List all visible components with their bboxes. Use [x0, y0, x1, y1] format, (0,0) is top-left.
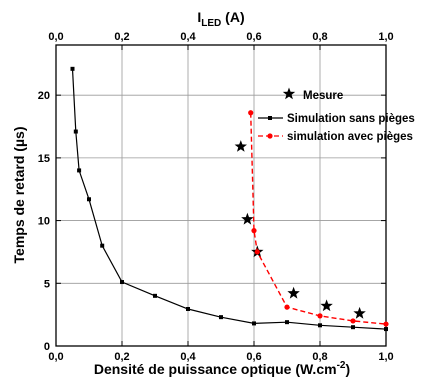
grid-lines — [56, 45, 386, 346]
sans-pieges-point — [120, 280, 124, 285]
top-tick-label: 0,4 — [180, 31, 196, 43]
sans-pieges-point — [70, 66, 75, 71]
avec-pieges-point — [248, 110, 254, 116]
mesure-star-point — [287, 286, 300, 299]
series-layer — [70, 66, 389, 332]
mesure-star-point — [320, 299, 333, 312]
y-tick-label: 10 — [38, 216, 50, 228]
y-tick-label: 5 — [44, 278, 50, 290]
legend-star-marker — [282, 87, 296, 100]
sans-pieges-point — [285, 320, 289, 325]
sans-pieges-point — [153, 293, 157, 298]
top-tick-label: 0,0 — [48, 31, 63, 43]
x-tick-label: 1,0 — [378, 351, 393, 363]
legend-marker-avec-pieges — [267, 133, 273, 139]
top-tick-label: 1,0 — [378, 31, 393, 43]
avec-pieges-point — [254, 249, 260, 255]
x-tick-label: 0,4 — [180, 351, 196, 363]
x-tick-label: 0,0 — [48, 351, 63, 363]
avec-pieges-point — [251, 228, 257, 234]
x-tick-label: 0,2 — [114, 351, 129, 363]
legend-marker-sans-pieges — [268, 116, 272, 120]
sans-pieges-point — [384, 327, 388, 332]
top-tick-label: 0,6 — [246, 31, 261, 43]
y-tick-label: 0 — [44, 341, 50, 353]
y-axis-label: Temps de retard (µs) — [11, 127, 27, 264]
y-tick-label: 20 — [38, 90, 50, 102]
series-line-avec-pieges — [250, 112, 387, 325]
avec-pieges-point — [317, 313, 323, 319]
axis-ticks: 0,0 0,2 0,4 0,6 0,8 1,0 0,0 0,2 0,4 0,6 0,8 1,0 0 5 10… — [38, 31, 394, 363]
sans-pieges-point — [77, 168, 82, 173]
sans-pieges-point — [219, 315, 223, 320]
top-axis-label: ILED (A) — [197, 9, 244, 29]
sans-pieges-point — [186, 307, 190, 312]
avec-pieges-point — [350, 318, 356, 324]
sans-pieges-point — [252, 321, 256, 326]
top-tick-label: 0,2 — [114, 31, 129, 43]
legend: Mesure Simulation sans pièges simulation… — [258, 87, 415, 143]
mesure-star-point — [234, 140, 247, 152]
sans-pieges-point — [87, 197, 91, 202]
x-tick-label: 0,6 — [246, 351, 261, 363]
mesure-star-point — [353, 306, 366, 319]
sans-pieges-point — [100, 243, 105, 248]
x-axis-label: Densité de puissance optique (W.cm-2) — [94, 360, 350, 377]
top-tick-label: 0,8 — [312, 31, 327, 43]
x-tick-label: 0,8 — [312, 351, 327, 363]
series-line-sans-pieges — [71, 68, 387, 330]
sans-pieges-point — [351, 325, 355, 330]
sans-pieges-point — [73, 129, 78, 134]
avec-pieges-point — [383, 321, 389, 327]
y-tick-label: 15 — [38, 153, 50, 165]
legend-label-sans-pieges: Simulation sans pièges — [287, 113, 415, 125]
mesure-star-point — [241, 212, 254, 225]
avec-pieges-point — [284, 304, 290, 310]
legend-label-mesure: Mesure — [303, 90, 343, 102]
plot-frame — [55, 44, 387, 347]
legend-label-avec-pieges: simulation avec pièges — [287, 131, 413, 143]
sans-pieges-point — [318, 323, 322, 328]
